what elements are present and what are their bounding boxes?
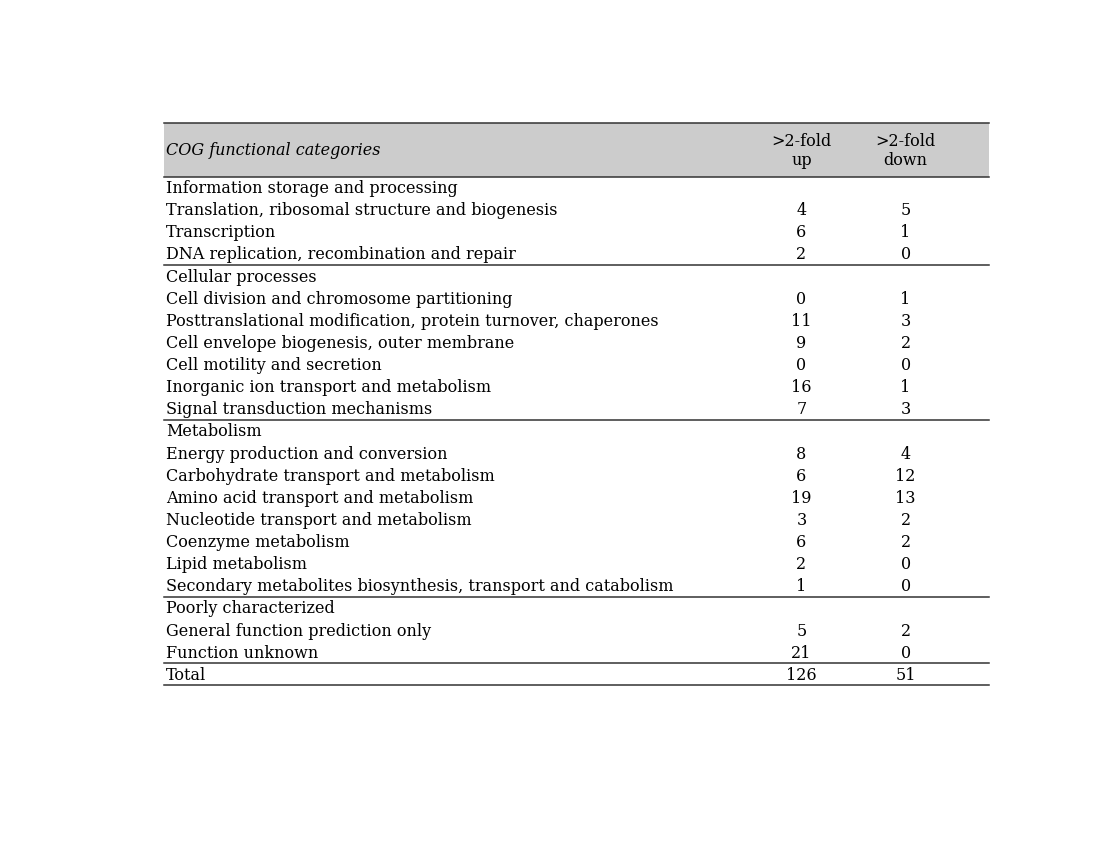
Text: 8: 8	[796, 445, 806, 462]
Text: Cell division and chromosome partitioning: Cell division and chromosome partitionin…	[166, 290, 513, 307]
Text: Cell envelope biogenesis, outer membrane: Cell envelope biogenesis, outer membrane	[166, 334, 514, 351]
Text: 3: 3	[900, 401, 911, 418]
Text: General function prediction only: General function prediction only	[166, 622, 431, 639]
Text: up: up	[791, 152, 812, 169]
Text: Total: Total	[166, 666, 206, 683]
Text: 2: 2	[900, 533, 911, 550]
Text: COG functional categories: COG functional categories	[166, 142, 381, 160]
Text: 4: 4	[796, 202, 806, 219]
Text: Energy production and conversion: Energy production and conversion	[166, 445, 448, 462]
Text: 6: 6	[796, 533, 806, 550]
Text: Carbohydrate transport and metabolism: Carbohydrate transport and metabolism	[166, 467, 495, 484]
Text: 16: 16	[791, 379, 812, 396]
Text: 126: 126	[786, 666, 816, 683]
Text: Poorly characterized: Poorly characterized	[166, 600, 335, 617]
Text: 7: 7	[796, 401, 806, 418]
Text: >2-fold: >2-fold	[772, 133, 831, 149]
Text: 12: 12	[895, 467, 916, 484]
Text: Cellular processes: Cellular processes	[166, 268, 317, 285]
Text: 0: 0	[796, 290, 806, 307]
Text: 0: 0	[900, 555, 911, 572]
Text: Nucleotide transport and metabolism: Nucleotide transport and metabolism	[166, 511, 472, 528]
Text: 19: 19	[791, 490, 812, 506]
Text: Transcription: Transcription	[166, 224, 277, 241]
Text: 2: 2	[796, 555, 806, 572]
Text: 13: 13	[895, 490, 916, 506]
Text: 21: 21	[791, 644, 812, 661]
Text: 0: 0	[900, 644, 911, 661]
Text: 0: 0	[796, 357, 806, 374]
Text: Coenzyme metabolism: Coenzyme metabolism	[166, 533, 349, 550]
Text: 6: 6	[796, 224, 806, 241]
Text: 1: 1	[796, 577, 806, 594]
Text: 51: 51	[895, 666, 916, 683]
Text: 6: 6	[796, 467, 806, 484]
Text: Lipid metabolism: Lipid metabolism	[166, 555, 307, 572]
Text: 0: 0	[900, 577, 911, 594]
Text: Information storage and processing: Information storage and processing	[166, 180, 458, 197]
Text: 1: 1	[900, 224, 911, 241]
Text: Function unknown: Function unknown	[166, 644, 318, 661]
Text: 4: 4	[900, 445, 911, 462]
Text: 2: 2	[796, 246, 806, 263]
Text: 5: 5	[900, 202, 911, 219]
Text: Cell motility and secretion: Cell motility and secretion	[166, 357, 382, 374]
Text: Inorganic ion transport and metabolism: Inorganic ion transport and metabolism	[166, 379, 492, 396]
Text: 0: 0	[900, 246, 911, 263]
Text: 3: 3	[796, 511, 806, 528]
Bar	[165, 124, 989, 177]
Text: 5: 5	[796, 622, 806, 639]
Text: Metabolism: Metabolism	[166, 423, 262, 440]
Text: Signal transduction mechanisms: Signal transduction mechanisms	[166, 401, 432, 418]
Text: 0: 0	[900, 357, 911, 374]
Text: Posttranslational modification, protein turnover, chaperones: Posttranslational modification, protein …	[166, 312, 659, 329]
Text: 2: 2	[900, 334, 911, 351]
Text: 11: 11	[791, 312, 812, 329]
Text: >2-fold: >2-fold	[876, 133, 935, 149]
Text: 1: 1	[900, 290, 911, 307]
Text: Amino acid transport and metabolism: Amino acid transport and metabolism	[166, 490, 474, 506]
Text: 1: 1	[900, 379, 911, 396]
Text: 9: 9	[796, 334, 806, 351]
Text: Translation, ribosomal structure and biogenesis: Translation, ribosomal structure and bio…	[166, 202, 558, 219]
Text: Secondary metabolites biosynthesis, transport and catabolism: Secondary metabolites biosynthesis, tran…	[166, 577, 673, 594]
Text: 2: 2	[900, 511, 911, 528]
Text: 2: 2	[900, 622, 911, 639]
Text: 3: 3	[900, 312, 911, 329]
Text: DNA replication, recombination and repair: DNA replication, recombination and repai…	[166, 246, 516, 263]
Text: down: down	[884, 152, 927, 169]
